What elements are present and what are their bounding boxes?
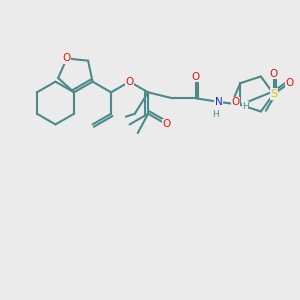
Text: O: O [286,78,294,88]
Text: O: O [63,53,71,64]
Text: O: O [163,119,171,129]
Text: O: O [269,69,278,79]
Text: H: H [242,101,249,110]
Text: S: S [270,89,277,99]
Text: O: O [192,72,200,82]
Text: O: O [231,98,240,107]
Text: N: N [215,97,223,107]
Text: O: O [125,76,134,87]
Text: H: H [212,110,219,119]
